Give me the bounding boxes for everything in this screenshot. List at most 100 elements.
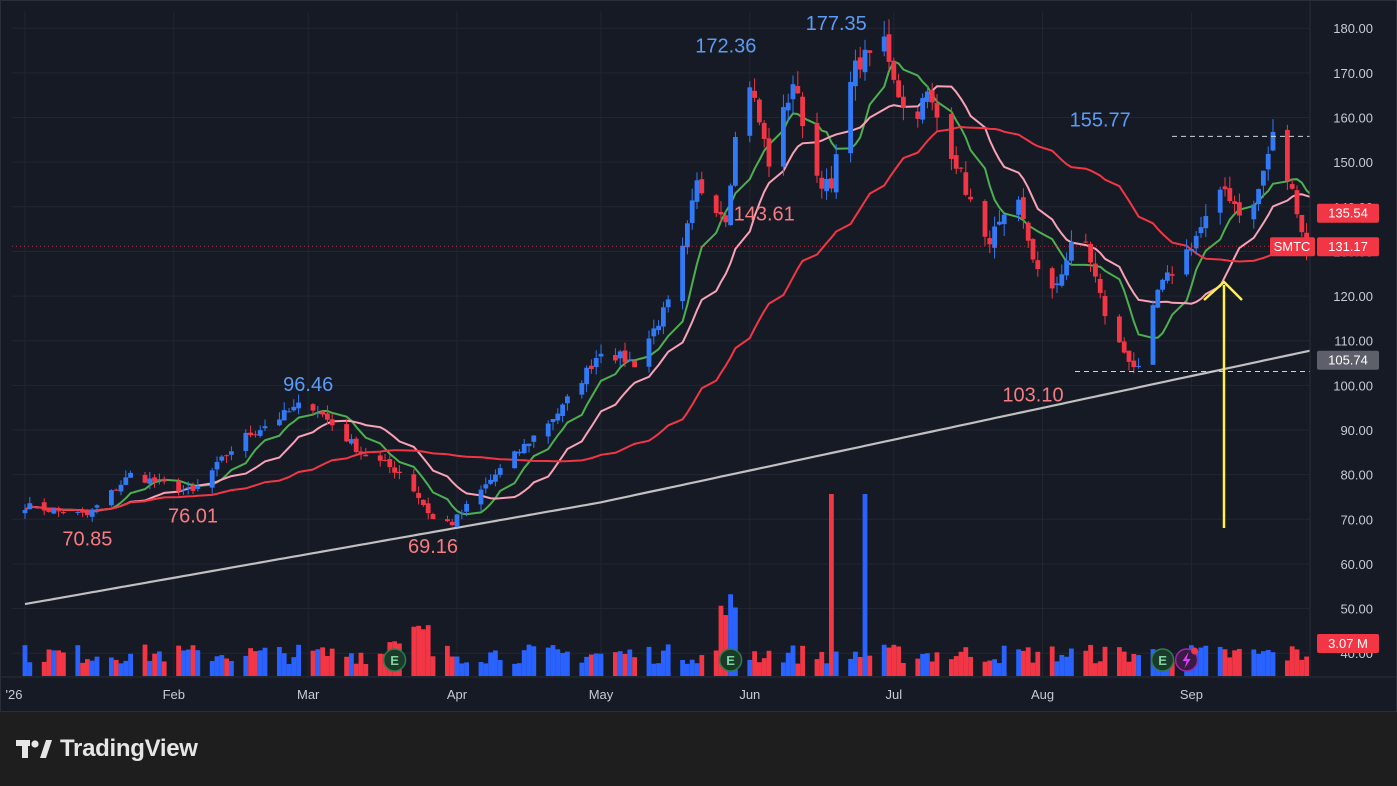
price-tag: 131.17 SMTC bbox=[1270, 237, 1379, 257]
volume-bar bbox=[661, 650, 666, 676]
volume-bar bbox=[430, 656, 436, 676]
candle-body bbox=[550, 419, 556, 423]
candle-body bbox=[75, 512, 81, 514]
candle-body bbox=[1169, 274, 1175, 276]
candle-body bbox=[953, 155, 959, 169]
annotation-label: 70.85 bbox=[62, 528, 112, 550]
candle-body bbox=[397, 471, 402, 474]
volume-bar bbox=[963, 647, 969, 676]
volume-bar bbox=[51, 650, 57, 676]
candle-body bbox=[656, 325, 661, 331]
volume-bar bbox=[665, 644, 671, 676]
candle-body bbox=[425, 503, 431, 514]
candle-body bbox=[934, 103, 940, 118]
price-tick-label: 50.00 bbox=[1340, 602, 1373, 617]
candle-body bbox=[1155, 289, 1161, 308]
volume-bar bbox=[89, 660, 95, 676]
time-tick-label: Jun bbox=[739, 687, 760, 702]
volume-bar bbox=[1102, 646, 1108, 676]
candle-body bbox=[723, 215, 729, 223]
candle-body bbox=[1198, 227, 1204, 234]
volume-bar bbox=[992, 659, 997, 676]
candle-body bbox=[1251, 204, 1257, 220]
volume-bar bbox=[109, 657, 114, 676]
series-line-ma-long bbox=[24, 125, 1370, 512]
volume-bar bbox=[277, 646, 282, 676]
price-chart[interactable]: E E E 70.85 76.01 96.46 69.16 172.36 177.35 143.6… bbox=[0, 0, 1397, 712]
volume-bar bbox=[478, 662, 484, 676]
volume-bar bbox=[1237, 648, 1242, 676]
candle-body bbox=[992, 226, 997, 248]
volume-bar bbox=[958, 651, 964, 676]
volume-bar bbox=[617, 651, 623, 676]
volume-bar bbox=[421, 629, 426, 676]
time-tick-label: '26 bbox=[6, 687, 23, 702]
candle-body bbox=[766, 138, 772, 167]
candle-body bbox=[320, 411, 325, 415]
candle-body bbox=[27, 503, 33, 510]
chart-frame[interactable]: E E E 70.85 76.01 96.46 69.16 172.36 177.35 143.6… bbox=[0, 0, 1397, 712]
candle-body bbox=[685, 223, 690, 248]
volume-bar bbox=[857, 656, 863, 676]
volume-bar bbox=[344, 656, 349, 676]
candle-body bbox=[857, 57, 863, 70]
candle-body bbox=[181, 489, 186, 491]
volume-bar bbox=[142, 644, 148, 676]
candle-body bbox=[113, 489, 119, 491]
volume-bar bbox=[925, 653, 930, 676]
price-tick-label: 70.00 bbox=[1340, 512, 1373, 527]
volume-bar bbox=[128, 653, 133, 676]
price-tick-label: 80.00 bbox=[1340, 468, 1373, 483]
candle-body bbox=[886, 34, 892, 62]
time-tick-label: Mar bbox=[297, 687, 320, 702]
volume-bar bbox=[814, 659, 820, 676]
volume-bar bbox=[1285, 660, 1290, 676]
candle-body bbox=[665, 299, 671, 308]
volume-bar bbox=[209, 661, 215, 676]
volume-bar bbox=[1035, 651, 1041, 676]
price-tag-bg bbox=[1317, 237, 1379, 257]
volume-bar bbox=[920, 653, 925, 676]
candle-body bbox=[1035, 260, 1041, 270]
candle-body bbox=[296, 402, 301, 409]
volume-bar bbox=[632, 657, 637, 676]
volume-bar bbox=[349, 653, 354, 676]
volume-bar bbox=[363, 663, 369, 676]
volume-bar bbox=[512, 663, 517, 676]
candle-body bbox=[152, 477, 157, 482]
volume-bar bbox=[46, 649, 52, 676]
volume-bar bbox=[713, 650, 719, 676]
volume-bar bbox=[560, 652, 565, 676]
volume-bar bbox=[22, 645, 28, 676]
volume-bar bbox=[454, 656, 460, 676]
candle-body bbox=[617, 351, 623, 359]
volume-bar bbox=[1025, 647, 1031, 676]
volume-bar bbox=[1088, 644, 1093, 676]
candle-body bbox=[785, 102, 791, 111]
volume-bar bbox=[425, 625, 431, 676]
volume-bar bbox=[589, 654, 594, 676]
volume-bar bbox=[881, 644, 887, 676]
candles bbox=[22, 19, 1372, 528]
candle-body bbox=[1237, 202, 1242, 216]
candle-body bbox=[848, 81, 853, 154]
time-tick-label: Sep bbox=[1180, 687, 1203, 702]
candle-body bbox=[253, 434, 258, 436]
candle-body bbox=[1102, 295, 1108, 317]
price-tick-label: 170.00 bbox=[1333, 66, 1373, 81]
candle-body bbox=[987, 238, 993, 245]
candle-body bbox=[1049, 268, 1055, 289]
volume-bar bbox=[1261, 651, 1266, 676]
candle-body bbox=[61, 511, 66, 514]
candle-body bbox=[459, 512, 465, 514]
candle-body bbox=[483, 484, 489, 489]
candle-body bbox=[497, 468, 503, 475]
volume-bar bbox=[1001, 645, 1007, 676]
time-tick-label: Feb bbox=[163, 687, 185, 702]
volume-bar bbox=[411, 626, 417, 676]
candle-body bbox=[713, 195, 719, 213]
candle-body bbox=[627, 359, 633, 361]
grid-lines bbox=[12, 12, 1310, 676]
candle-body bbox=[214, 461, 220, 470]
candle-body bbox=[329, 419, 335, 426]
